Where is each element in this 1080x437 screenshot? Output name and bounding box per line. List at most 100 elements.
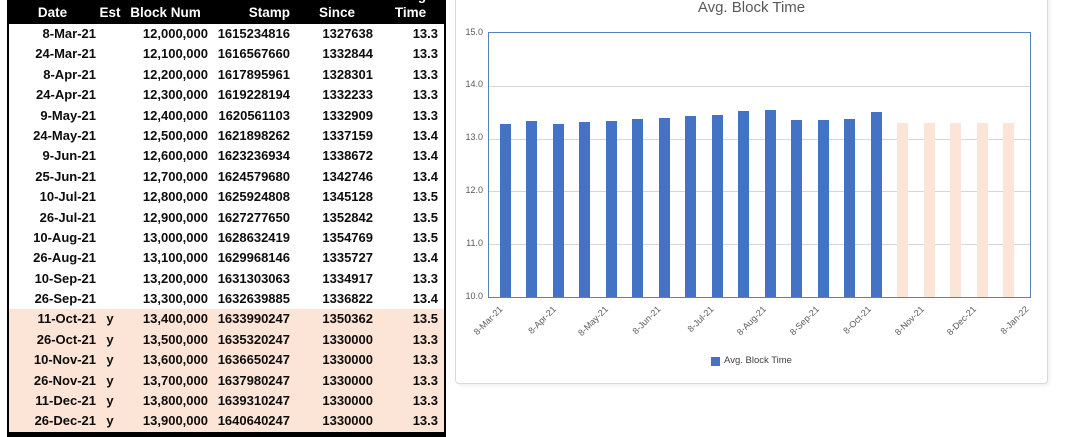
cell-block-num[interactable]: 12,000,000 [142, 26, 208, 41]
cell-est[interactable]: y [106, 393, 114, 409]
table-row[interactable]: 26-Sep-21 13,300,000 1632639885 1336822 13.4 [9, 289, 444, 310]
cell-date[interactable]: 10-Jul-21 [39, 189, 96, 205]
bar-26-Sep-21[interactable] [844, 119, 855, 297]
cell-since[interactable]: 1332909 [322, 107, 373, 123]
cell-block-num[interactable]: 12,300,000 [142, 87, 208, 103]
column-header-since[interactable]: Since [318, 5, 356, 20]
cell-block-num[interactable]: 13,500,000 [142, 331, 208, 347]
cell-date[interactable]: 26-Dec-21 [34, 413, 96, 429]
cell-avg-time[interactable]: 13.4 [412, 148, 438, 164]
cell-avg-time[interactable]: 13.3 [412, 270, 438, 286]
table-row[interactable]: 8-Mar-21 12,000,000 1615234816 1327638 13.3 [9, 24, 444, 45]
cell-block-num[interactable]: 13,800,000 [142, 393, 208, 409]
cell-time-stamp[interactable]: 1633990247 [217, 311, 290, 327]
cell-avg-time[interactable]: 13.5 [412, 311, 438, 327]
cell-est[interactable]: y [106, 352, 114, 368]
cell-since[interactable]: 1330000 [322, 372, 373, 388]
bar-10-Jul-21[interactable] [711, 114, 723, 297]
cell-avg-time[interactable]: 13.3 [412, 331, 438, 347]
bar-26-Jul-21[interactable] [738, 110, 749, 297]
cell-date[interactable]: 26-Aug-21 [33, 250, 96, 266]
cell-date[interactable]: 11-Dec-21 [35, 393, 96, 409]
cell-since[interactable]: 1337159 [322, 127, 373, 143]
cell-avg-time[interactable]: 13.5 [412, 229, 438, 245]
cell-since[interactable]: 1330000 [322, 413, 373, 429]
cell-date[interactable]: 8-Apr-21 [43, 66, 96, 82]
bar-11-Dec-21[interactable] [976, 122, 988, 297]
cell-time-stamp[interactable]: 1621898262 [217, 127, 290, 143]
cell-date[interactable]: 11-Oct-21 [37, 311, 96, 327]
cell-avg-time[interactable]: 13.3 [412, 352, 438, 368]
cell-since[interactable]: 1334917 [322, 270, 373, 286]
cell-date[interactable]: 9-May-21 [40, 107, 96, 123]
table-row[interactable]: 9-Jun-21 12,600,000 1623236934 1338672 13.4 [9, 146, 444, 167]
cell-block-num[interactable]: 13,300,000 [142, 291, 208, 307]
avg-block-time-chart[interactable]: Avg. Block Time 15.0 14.0 13.0 12.0 11.0 10.0… [455, 0, 1048, 384]
cell-since[interactable]: 1336822 [322, 291, 373, 307]
cell-est[interactable]: y [106, 311, 114, 327]
bar-8-Mar-21[interactable] [499, 123, 511, 297]
bar-25-Jun-21[interactable] [685, 115, 696, 297]
bar-9-May-21[interactable] [605, 121, 617, 297]
cell-since[interactable]: 1354769 [322, 229, 373, 245]
cell-date[interactable]: 8-Mar-21 [42, 26, 96, 41]
column-header-avg-time[interactable]: Avg Time [394, 0, 427, 20]
cell-since[interactable]: 1352842 [322, 209, 373, 225]
table-row[interactable]: 10-Jul-21 12,800,000 1625924808 1345128 13.5 [9, 187, 444, 208]
table-row[interactable]: 24-May-21 12,500,000 1621898262 1337159 13.4 [9, 125, 444, 147]
cell-time-stamp[interactable]: 1623236934 [217, 148, 290, 164]
cell-time-stamp[interactable]: 1629968146 [217, 250, 290, 266]
column-header-date[interactable]: Date [37, 5, 68, 20]
bar-10-Aug-21[interactable] [764, 109, 776, 297]
cell-date[interactable]: 26-Nov-21 [33, 372, 96, 388]
bar-26-Nov-21[interactable] [950, 122, 961, 297]
cell-since[interactable]: 1328301 [322, 66, 373, 82]
cell-since[interactable]: 1338672 [322, 148, 373, 164]
bar-10-Nov-21[interactable] [923, 122, 935, 297]
cell-since[interactable]: 1330000 [322, 331, 373, 347]
cell-avg-time[interactable]: 13.3 [412, 107, 438, 123]
bar-11-Oct-21[interactable] [870, 112, 882, 297]
cell-block-num[interactable]: 12,400,000 [142, 107, 208, 123]
cell-block-num[interactable]: 12,600,000 [142, 148, 208, 164]
cell-time-stamp[interactable]: 1615234816 [217, 26, 290, 41]
cell-avg-time[interactable]: 13.5 [412, 209, 438, 225]
cell-avg-time[interactable]: 13.4 [412, 291, 438, 307]
bar-24-May-21[interactable] [632, 119, 643, 297]
bar-26-Dec-21[interactable] [1003, 122, 1014, 297]
table-row[interactable]: 24-Mar-21 12,100,000 1616567660 1332844 13.3 [9, 44, 444, 65]
cell-date[interactable]: 24-Apr-21 [36, 87, 96, 103]
cell-block-num[interactable]: 13,000,000 [142, 229, 208, 245]
cell-since[interactable]: 1332233 [322, 87, 373, 103]
table-row[interactable]: 26-Jul-21 12,900,000 1627277650 1352842 13.5 [9, 207, 444, 228]
cell-block-num[interactable]: 13,100,000 [142, 250, 208, 266]
table-row[interactable]: 8-Apr-21 12,200,000 1617895961 1328301 13.3 [9, 64, 444, 86]
bar-24-Apr-21[interactable] [579, 121, 590, 297]
cell-since[interactable]: 1332844 [322, 46, 373, 62]
cell-time-stamp[interactable]: 1632639885 [217, 291, 290, 307]
cell-avg-time[interactable]: 13.3 [412, 372, 438, 388]
cell-date[interactable]: 9-Jun-21 [42, 148, 96, 164]
cell-time-stamp[interactable]: 1636650247 [217, 352, 290, 368]
cell-time-stamp[interactable]: 1619228194 [217, 87, 290, 103]
cell-since[interactable]: 1330000 [322, 352, 373, 368]
cell-avg-time[interactable]: 13.3 [412, 413, 438, 429]
cell-date[interactable]: 26-Jul-21 [39, 209, 96, 225]
cell-date[interactable]: 26-Oct-21 [36, 331, 96, 347]
cell-avg-time[interactable]: 13.3 [412, 66, 438, 82]
cell-time-stamp[interactable]: 1635320247 [217, 331, 290, 347]
cell-est[interactable]: y [106, 413, 114, 429]
cell-time-stamp[interactable]: 1637980247 [217, 372, 290, 388]
cell-time-stamp[interactable]: 1620561103 [218, 107, 290, 123]
cell-est[interactable]: y [106, 372, 114, 388]
cell-date[interactable]: 10-Sep-21 [34, 270, 96, 286]
cell-avg-time[interactable]: 13.5 [412, 189, 438, 205]
cell-time-stamp[interactable]: 1640640247 [217, 413, 290, 429]
table-row[interactable]: 26-Dec-21 y 13,900,000 1640640247 1330000 13.… [9, 411, 444, 432]
cell-avg-time[interactable]: 13.3 [412, 26, 438, 41]
column-header-time-stamp[interactable]: Time Stamp [248, 0, 290, 20]
cell-avg-time[interactable]: 13.3 [412, 46, 438, 62]
cell-est[interactable]: y [106, 331, 114, 347]
bar-24-Mar-21[interactable] [526, 121, 537, 297]
cell-date[interactable]: 10-Nov-21 [33, 352, 96, 368]
